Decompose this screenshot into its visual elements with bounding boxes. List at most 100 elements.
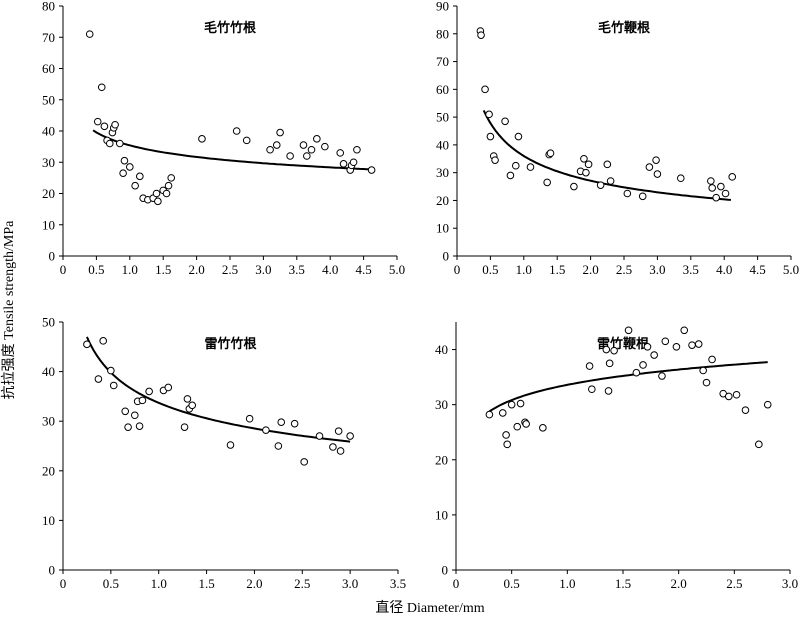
x-tick-label: 1.0 xyxy=(559,576,575,591)
data-point xyxy=(501,117,509,126)
x-tick-label: 3.5 xyxy=(289,262,305,277)
data-point xyxy=(346,432,354,440)
data-point xyxy=(336,447,345,455)
data-point xyxy=(232,127,241,135)
data-point xyxy=(522,420,530,428)
data-point xyxy=(707,177,715,185)
x-tick-label: 4.5 xyxy=(749,262,765,277)
data-point xyxy=(303,152,311,160)
data-point xyxy=(485,410,494,419)
data-point xyxy=(721,189,730,198)
data-point xyxy=(329,443,337,451)
data-point xyxy=(650,351,658,359)
data-point xyxy=(272,141,281,149)
data-point xyxy=(643,343,652,351)
x-tick-label: 3.5 xyxy=(683,262,699,277)
data-point xyxy=(639,361,647,369)
fit-curve xyxy=(85,336,351,443)
x-tick-label: 3.0 xyxy=(649,262,665,277)
data-point xyxy=(138,396,147,405)
y-axis-label: 抗拉强度 Tensile strength/MPa xyxy=(1,220,17,399)
x-tick-label: 5.0 xyxy=(389,262,405,277)
data-point xyxy=(353,145,361,154)
data-point xyxy=(100,122,109,131)
y-tick-label: 50 xyxy=(436,110,449,125)
data-point xyxy=(513,422,522,431)
x-tick-label: 5.0 xyxy=(783,262,799,277)
data-point xyxy=(107,366,115,375)
data-point xyxy=(115,139,124,148)
data-point xyxy=(481,85,489,94)
panel-title: 毛竹鞭根 xyxy=(598,20,651,36)
data-point xyxy=(498,409,507,417)
data-point xyxy=(506,171,515,180)
data-point xyxy=(276,128,284,137)
panel-title: 雷竹竹根 xyxy=(204,336,257,352)
data-point xyxy=(638,192,647,201)
x-axis-label: 直径 Diameter/mm xyxy=(375,599,484,616)
x-tick-label: 0 xyxy=(453,576,460,591)
x-tick-label: 4.5 xyxy=(355,262,371,277)
x-tick-label: 0 xyxy=(454,262,461,277)
data-point xyxy=(130,411,139,420)
y-tick-label: 10 xyxy=(42,217,55,232)
data-point xyxy=(676,174,685,183)
data-point xyxy=(300,458,309,466)
data-point xyxy=(624,326,633,335)
y-tick-label: 0 xyxy=(443,249,450,264)
y-tick-label: 50 xyxy=(42,92,55,107)
data-point xyxy=(570,182,578,191)
x-tick-label: 4.0 xyxy=(322,262,338,277)
data-point xyxy=(99,337,107,345)
x-tick-label: 0 xyxy=(60,576,67,591)
data-point xyxy=(245,414,254,423)
data-point xyxy=(180,423,189,431)
y-tick-label: 30 xyxy=(436,165,449,180)
data-point xyxy=(741,406,750,414)
data-point xyxy=(198,135,206,143)
data-point xyxy=(507,400,516,409)
data-point xyxy=(164,383,173,392)
data-point xyxy=(121,407,130,416)
data-point xyxy=(580,154,588,163)
x-tick-label: 3.0 xyxy=(255,262,271,277)
data-point xyxy=(349,158,358,167)
y-tick-label: 80 xyxy=(42,0,55,14)
data-point xyxy=(539,424,547,432)
y-tick-label: 90 xyxy=(436,0,449,14)
data-point xyxy=(321,142,329,151)
data-point xyxy=(126,163,134,171)
y-tick-label: 20 xyxy=(42,463,55,478)
y-tick-label: 10 xyxy=(436,221,449,236)
data-point xyxy=(164,181,173,190)
data-point xyxy=(672,343,681,351)
data-point xyxy=(290,419,299,428)
data-point xyxy=(83,340,91,349)
data-point xyxy=(120,156,129,165)
data-point xyxy=(717,182,725,191)
y-tick-label: 10 xyxy=(435,507,448,522)
fit-curve xyxy=(92,129,371,171)
data-point xyxy=(755,440,763,449)
data-point xyxy=(145,387,153,396)
data-point xyxy=(152,189,161,198)
data-point xyxy=(694,340,703,348)
data-point xyxy=(543,178,551,187)
data-point xyxy=(367,166,376,174)
y-tick-label: 30 xyxy=(42,155,55,170)
y-tick-label: 20 xyxy=(435,452,448,467)
data-point xyxy=(502,431,510,439)
data-point xyxy=(136,172,144,181)
data-point xyxy=(486,132,495,141)
data-point xyxy=(491,156,499,164)
y-tick-label: 0 xyxy=(49,249,56,264)
data-point xyxy=(582,168,590,177)
data-point xyxy=(702,378,711,387)
data-point xyxy=(585,362,594,370)
data-point xyxy=(274,442,283,450)
data-point xyxy=(226,441,235,449)
data-point xyxy=(188,401,197,410)
y-tick-label: 30 xyxy=(435,397,448,412)
x-tick-label: 2.5 xyxy=(222,262,238,277)
x-tick-label: 4.0 xyxy=(716,262,732,277)
